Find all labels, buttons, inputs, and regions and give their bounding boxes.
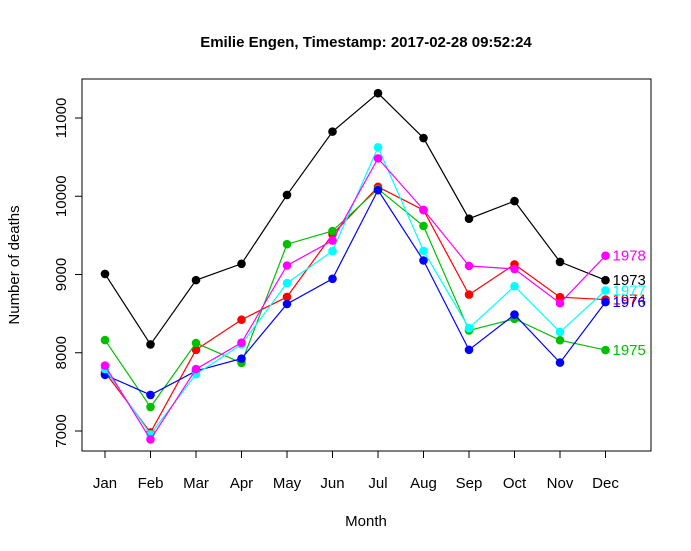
data-point-1978-apr — [237, 338, 246, 347]
x-tick-label-feb: Feb — [138, 475, 164, 492]
y-tick-label-9000: 9000 — [53, 258, 70, 291]
data-point-1976-apr — [237, 354, 246, 363]
data-point-1978-feb — [146, 435, 155, 444]
x-axis: Jan Feb Mar Apr May Jun Jul Aug Sep Oct Nov Dec — [93, 451, 619, 492]
data-point-1975-jun — [328, 226, 337, 236]
data-point-1975-jan — [100, 335, 110, 345]
data-point-1973-jun — [328, 127, 337, 136]
x-tick-label-jun: Jun — [320, 475, 344, 492]
data-point-1973-dec — [601, 275, 610, 285]
data-point-1976-oct — [510, 310, 519, 319]
series-label-1976: 1976 — [613, 294, 646, 311]
data-point-1973-feb — [146, 340, 155, 349]
data-point-1974-may — [282, 292, 292, 302]
data-point-1978-sep — [464, 261, 474, 271]
data-point-1973-nov — [555, 257, 565, 267]
data-point-1975-mar — [191, 338, 201, 348]
data-point-1978-aug — [419, 205, 428, 215]
series-label-1977: 1977 — [613, 282, 646, 299]
x-axis-label: Month — [345, 513, 387, 530]
series-1975 — [100, 184, 610, 412]
data-point-1976-may — [282, 299, 292, 309]
series-1978 — [100, 154, 610, 444]
x-tick-label-oct: Oct — [503, 475, 527, 492]
data-point-1977-may — [282, 278, 292, 288]
series-1973 — [100, 88, 610, 349]
x-tick-label-apr: Apr — [230, 475, 253, 492]
data-point-1978-mar — [191, 364, 201, 374]
series-1976 — [100, 185, 610, 400]
data-point-1978-jun — [328, 236, 337, 245]
data-point-1978-jan — [100, 361, 110, 370]
data-point-1973-oct — [510, 196, 519, 206]
data-point-1975-dec — [601, 345, 610, 355]
data-point-1976-feb — [146, 390, 155, 400]
data-point-1974-sep — [464, 290, 474, 299]
data-point-1974-nov — [555, 292, 565, 302]
x-tick-label-nov: Nov — [547, 475, 574, 492]
x-tick-label-jul: Jul — [368, 475, 387, 492]
series-line-1973 — [104, 92, 606, 346]
x-tick-label-dec: Dec — [592, 475, 619, 492]
data-point-1978-dec — [601, 251, 610, 261]
data-point-1977-oct — [510, 281, 519, 291]
series-label-1978: 1978 — [613, 248, 646, 265]
x-tick-label-sep: Sep — [456, 475, 483, 492]
x-tick-label-jan: Jan — [93, 475, 117, 492]
data-point-1977-nov — [555, 327, 565, 337]
data-point-1978-nov — [555, 298, 565, 308]
data-point-1977-dec — [601, 286, 610, 295]
data-point-1974-apr — [237, 315, 246, 325]
data-point-1973-mar — [191, 275, 201, 285]
data-point-1973-jul — [373, 88, 383, 98]
y-axis-label: Number of deaths — [6, 205, 23, 324]
y-tick-label-8000: 8000 — [53, 336, 70, 369]
plot-frame — [81, 78, 652, 452]
chart-title: Emilie Engen, Timestamp: 2017-02-28 09:5… — [200, 34, 532, 51]
data-point-1973-apr — [237, 259, 246, 269]
series-line-1976 — [104, 188, 606, 396]
data-point-1977-jul — [373, 143, 383, 152]
series-label-1974: 1974 — [613, 292, 646, 309]
data-point-1978-oct — [510, 264, 519, 274]
data-point-1976-nov — [555, 358, 565, 367]
y-axis: 7000 8000 9000 10000 11000 — [53, 98, 82, 448]
y-tick-label-10000: 10000 — [53, 175, 70, 217]
y-tick-label-7000: 7000 — [53, 414, 70, 447]
data-point-1973-jan — [100, 269, 110, 279]
data-point-1975-feb — [146, 402, 155, 412]
x-tick-label-may: May — [273, 475, 302, 492]
data-point-1976-dec — [601, 297, 610, 307]
data-point-1977-jun — [328, 246, 337, 256]
data-point-1976-jun — [328, 274, 337, 284]
series-layer — [100, 88, 610, 444]
data-point-1976-aug — [419, 256, 428, 265]
data-point-1975-aug — [419, 221, 428, 231]
data-point-1974-mar — [191, 345, 201, 355]
y-tick-label-11000: 11000 — [53, 98, 70, 139]
series-label-1973: 1973 — [613, 272, 646, 289]
x-tick-label-aug: Aug — [410, 475, 437, 492]
series-line-1977 — [104, 145, 606, 436]
data-point-1977-sep — [464, 323, 474, 333]
data-point-1973-may — [282, 190, 292, 200]
data-point-1978-may — [282, 261, 292, 270]
series-1977 — [100, 143, 610, 439]
data-point-1977-aug — [419, 246, 428, 256]
data-point-1973-sep — [464, 214, 474, 224]
data-point-1975-nov — [555, 335, 565, 345]
series-line-1978 — [104, 157, 606, 441]
data-point-1978-jul — [373, 154, 383, 163]
data-point-1976-sep — [464, 345, 474, 355]
data-point-1975-may — [282, 239, 292, 249]
series-label-1975: 1975 — [613, 342, 646, 359]
data-point-1976-jul — [373, 185, 383, 195]
x-tick-label-mar: Mar — [183, 475, 209, 492]
data-point-1973-aug — [419, 133, 428, 143]
